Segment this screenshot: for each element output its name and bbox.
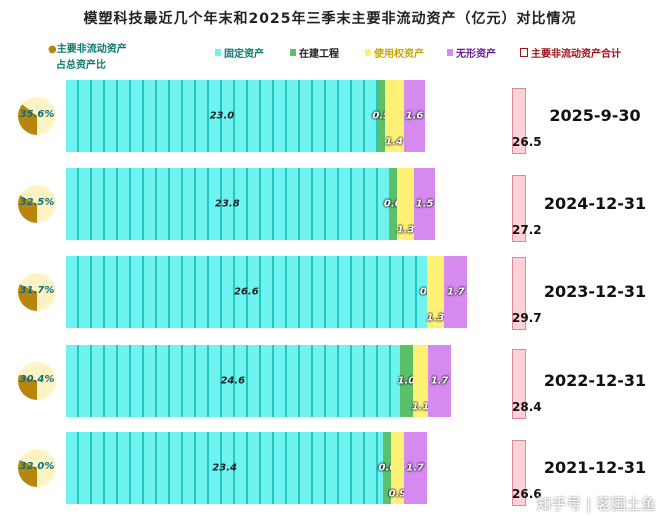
bar-row: 24.6 1.0 1.1 1.7 30.4% 28.4 2022-12-31	[0, 345, 660, 419]
bar-segment	[403, 80, 426, 152]
total-bar	[512, 440, 526, 506]
bar-segment	[66, 168, 389, 240]
total-label: 26.6	[512, 487, 542, 501]
bar-segment	[413, 345, 429, 417]
legend-total: 主要非流动资产合计	[520, 45, 621, 60]
bar-segment	[414, 168, 435, 240]
legend-rou: 使用权资产	[365, 45, 424, 60]
category-label: 2025-9-30	[549, 106, 641, 125]
bar-segment	[66, 256, 427, 328]
bar-label: 1.1	[411, 401, 430, 413]
bar-segment	[426, 256, 445, 328]
bar-label: 0.6	[378, 462, 397, 474]
ratio-label: 32.5%	[19, 197, 55, 208]
legend-intangible: 无形资产	[447, 45, 496, 60]
category-label: 2023-12-31	[543, 282, 647, 301]
bar-label: 1.0	[397, 375, 416, 387]
ratio-pie	[18, 185, 56, 223]
bar-label: 23.0	[209, 110, 235, 122]
ratio-label: 35.6%	[19, 109, 55, 120]
bar-label: 1.7	[430, 375, 449, 387]
total-bar	[512, 174, 526, 242]
total-bar	[512, 88, 526, 154]
bar-row: 23.0 0.5 1.4 1.6 35.6% 26.5 2025-9-30	[0, 80, 660, 154]
bar-label: 1.3	[396, 224, 415, 236]
category-label: 2024-12-31	[543, 194, 647, 213]
total-bar	[512, 256, 526, 330]
bar-segment	[428, 345, 452, 417]
legend-dot-icon: ●	[48, 44, 57, 55]
total-label: 28.4	[512, 400, 542, 414]
chart-title: 模塑科技最近几个年末和2025年三季末主要非流动资产（亿元）对比情况	[83, 11, 577, 27]
bar-label: 1.6	[405, 110, 424, 122]
bar-label: 23.8	[215, 198, 240, 210]
pie-legend: ●主要非流动资产 占总资产比	[48, 42, 127, 74]
bar-segment	[391, 432, 404, 504]
bar-label: 0.9	[388, 488, 407, 500]
bar-segment	[66, 80, 378, 152]
legend-construction: 在建工程	[290, 45, 339, 60]
bar-row: 23.4 0.6 0.9 1.7 32.0% 26.6 2021-12-31	[0, 432, 660, 506]
ratio-pie	[18, 97, 56, 135]
bar-segment	[399, 345, 414, 417]
bar-label: 0.6	[383, 198, 402, 210]
ratio-label: 32.0%	[19, 461, 55, 472]
bar-segment	[396, 168, 415, 240]
ratio-pie	[18, 273, 56, 311]
legend-fixed: 固定资产	[215, 45, 264, 60]
bar-segment	[383, 432, 392, 504]
bar-label: 23.4	[212, 462, 237, 474]
bar-segment	[403, 432, 427, 504]
bar-segment	[384, 80, 404, 152]
ratio-pie	[18, 449, 56, 487]
pie-legend-line2: 占总资产比	[56, 60, 106, 71]
bar-label: 1.5	[415, 198, 434, 210]
bar-segment	[388, 168, 397, 240]
bar-label: 24.6	[220, 375, 246, 387]
bar-segment	[377, 80, 385, 152]
watermark: 知乎号 | 茗国土鱼	[536, 495, 656, 513]
total-bar	[512, 348, 526, 419]
category-label: 2022-12-31	[543, 371, 647, 390]
pie-legend-line1: 主要非流动资产	[56, 44, 127, 55]
total-label: 26.5	[512, 135, 542, 149]
bar-label: 26.6	[234, 286, 259, 298]
bar-label: 1.7	[406, 462, 425, 474]
bar-row: 23.8 0.6 1.3 1.5 32.5% 27.2 2024-12-31	[0, 168, 660, 242]
bar-label: 1.3	[426, 312, 445, 324]
total-label: 29.7	[512, 311, 542, 325]
bar-segment	[66, 432, 384, 504]
bar-segment	[444, 256, 468, 328]
bar-label: 0.5	[372, 110, 391, 122]
category-label: 2021-12-31	[543, 458, 647, 477]
bar-label: 1.7	[446, 286, 465, 298]
ratio-label: 31.7%	[19, 285, 55, 296]
ratio-pie	[18, 362, 56, 400]
total-label: 27.2	[512, 223, 542, 237]
bar-segment	[66, 345, 400, 417]
ratio-label: 30.4%	[19, 374, 55, 385]
bar-label: 1.4	[385, 136, 403, 148]
